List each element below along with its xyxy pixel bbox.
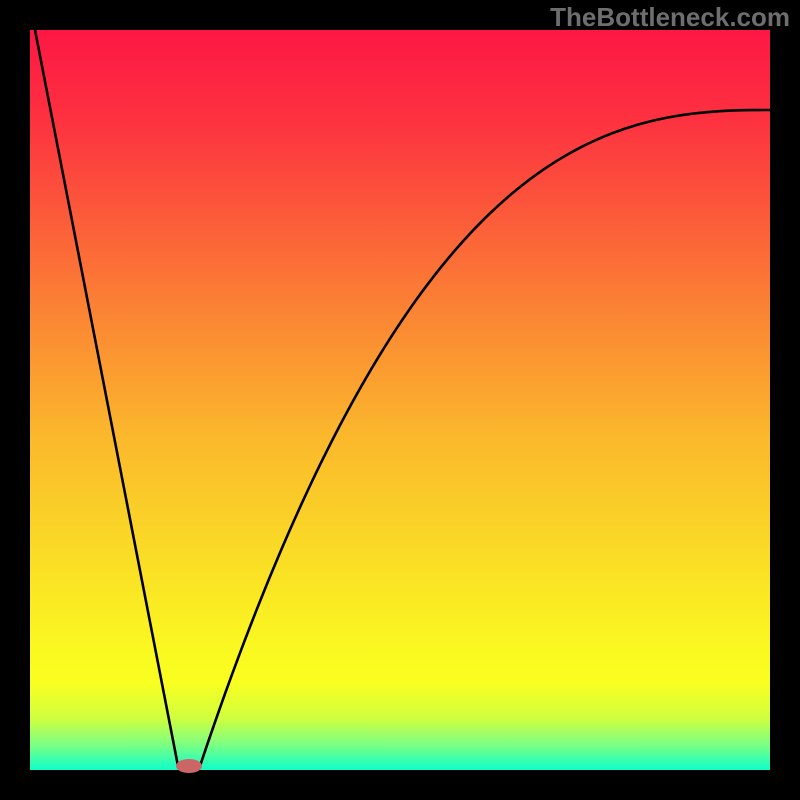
bottleneck-chart: TheBottleneck.com (0, 0, 800, 800)
optimal-point-marker (176, 759, 202, 773)
chart-container: TheBottleneck.com (0, 0, 800, 800)
plot-background (30, 30, 770, 770)
watermark-text: TheBottleneck.com (550, 2, 790, 32)
